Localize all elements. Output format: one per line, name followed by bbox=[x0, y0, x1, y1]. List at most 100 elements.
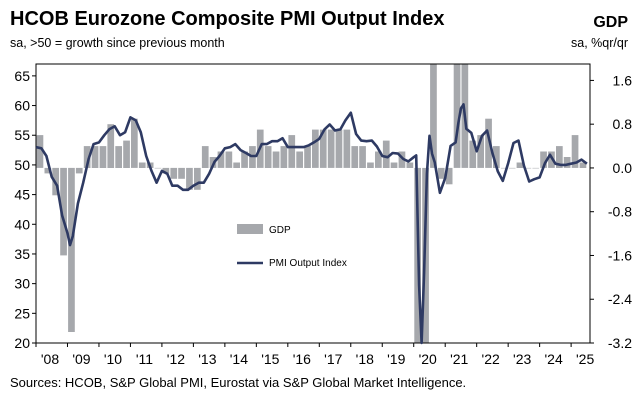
x-axis-tick-label: '16 bbox=[293, 351, 311, 367]
gdp-bar bbox=[91, 146, 99, 168]
gdp-bar bbox=[477, 135, 484, 168]
left-axis-tick-label: 25 bbox=[14, 305, 30, 321]
left-axis-tick-label: 40 bbox=[14, 216, 30, 232]
gdp-bar bbox=[138, 162, 146, 168]
gdp-bar bbox=[398, 151, 406, 168]
gdp-bar bbox=[178, 167, 185, 179]
gdp-bar bbox=[170, 167, 178, 179]
gdp-bar bbox=[99, 146, 107, 168]
left-axis-tick-label: 35 bbox=[14, 246, 30, 262]
right-axis-title: GDP bbox=[593, 14, 628, 31]
gdp-bar bbox=[154, 167, 162, 169]
x-axis-tick-label: '20 bbox=[419, 351, 437, 367]
source-note: Sources: HCOB, S&P Global PMI, Eurostat … bbox=[10, 375, 467, 390]
gdp-bar bbox=[516, 162, 524, 168]
gdp-bar bbox=[233, 162, 240, 168]
gdp-bar bbox=[280, 146, 288, 168]
left-axis-tick-label: 30 bbox=[14, 276, 30, 292]
chart-subtitle: sa, >50 = growth since previous month bbox=[10, 36, 225, 50]
x-axis-tick-label: '18 bbox=[356, 351, 374, 367]
gdp-bar bbox=[68, 167, 75, 332]
x-axis-tick-label: '09 bbox=[72, 351, 90, 367]
right-axis-tick-label: -1.6 bbox=[608, 247, 632, 263]
x-axis-tick-label: '10 bbox=[104, 351, 122, 367]
gdp-bar bbox=[579, 162, 587, 168]
right-axis-tick-label: 0.0 bbox=[613, 160, 633, 176]
left-axis-tick-label: 50 bbox=[14, 157, 30, 173]
gdp-bar bbox=[382, 140, 390, 168]
gdp-bar bbox=[406, 162, 414, 168]
left-axis-tick-label: 55 bbox=[14, 127, 30, 143]
gdp-bar bbox=[296, 151, 303, 168]
gdp-bar bbox=[36, 135, 44, 168]
x-axis-tick-label: '11 bbox=[136, 351, 153, 367]
gdp-bar bbox=[241, 151, 248, 168]
gdp-bar bbox=[453, 64, 461, 168]
left-axis-tick-label: 20 bbox=[14, 335, 30, 351]
gdp-bar bbox=[60, 167, 67, 256]
gdp-bar bbox=[217, 151, 225, 168]
x-axis-tick-label: '13 bbox=[198, 351, 216, 367]
gdp-bar bbox=[225, 151, 233, 168]
gdp-bar bbox=[115, 146, 122, 168]
x-axis-tick-label: '12 bbox=[167, 351, 185, 367]
gdp-bar bbox=[437, 167, 445, 179]
gdp-bar bbox=[500, 167, 508, 169]
left-axis-tick-label: 45 bbox=[14, 187, 30, 203]
x-axis-tick-label: '21 bbox=[450, 351, 468, 367]
x-axis-tick-label: '14 bbox=[230, 351, 248, 367]
pmi-line bbox=[35, 103, 588, 345]
gdp-bar bbox=[201, 146, 209, 168]
x-axis-tick-label: '22 bbox=[482, 351, 500, 367]
gdp-bar bbox=[524, 167, 532, 169]
x-axis-tick-label: '19 bbox=[387, 351, 405, 367]
x-axis-tick-label: '25 bbox=[576, 351, 594, 367]
gdp-bar bbox=[319, 129, 327, 168]
right-axis-tick-label: -3.2 bbox=[608, 335, 632, 351]
gdp-bar bbox=[162, 167, 170, 174]
x-axis-tick-label: '15 bbox=[261, 351, 279, 367]
gdp-bar bbox=[571, 135, 579, 168]
right-axis-tick-label: -0.8 bbox=[608, 204, 632, 220]
right-axis-subtitle: sa, %qr/qr bbox=[571, 36, 628, 50]
gdp-bar bbox=[485, 118, 492, 168]
gdp-bar bbox=[359, 146, 366, 168]
gdp-bar bbox=[288, 135, 296, 168]
plot-frame bbox=[35, 63, 591, 344]
gdp-bar bbox=[343, 129, 351, 168]
gdp-bar bbox=[75, 167, 83, 174]
x-axis-tick-label: '08 bbox=[41, 351, 59, 367]
x-axis-tick-label: '17 bbox=[324, 351, 342, 367]
gdp-bar bbox=[83, 146, 91, 168]
gdp-bar bbox=[375, 151, 382, 168]
gdp-bar bbox=[186, 167, 193, 190]
gdp-bar bbox=[540, 151, 547, 168]
left-axis-tick-label: 65 bbox=[14, 68, 30, 84]
gdp-bar bbox=[532, 167, 540, 169]
gdp-bar bbox=[335, 129, 343, 168]
gdp-bar bbox=[194, 167, 201, 190]
gdp-bar bbox=[430, 64, 437, 168]
gdp-bar bbox=[107, 124, 115, 168]
gdp-bar bbox=[445, 167, 453, 185]
legend-gdp-swatch bbox=[237, 224, 263, 234]
gdp-bar bbox=[563, 157, 571, 168]
right-axis-tick-label: 0.8 bbox=[613, 116, 633, 132]
right-axis-tick-label: 1.6 bbox=[613, 72, 633, 88]
gdp-bar bbox=[556, 146, 563, 168]
gdp-bar bbox=[131, 118, 138, 168]
gdp-bar bbox=[44, 167, 52, 174]
gdp-bar bbox=[390, 162, 398, 168]
gdp-bar bbox=[548, 151, 555, 168]
gdp-bar bbox=[351, 146, 359, 168]
legend-gdp-label: GDP bbox=[269, 225, 291, 236]
gdp-bar bbox=[123, 140, 130, 168]
legend-pmi-label: PMI Output Index bbox=[269, 258, 347, 269]
gdp-bar bbox=[327, 129, 335, 168]
gdp-bar bbox=[312, 129, 319, 168]
gdp-bar bbox=[508, 167, 516, 169]
gdp-bar bbox=[367, 162, 374, 168]
x-axis-tick-label: '24 bbox=[545, 351, 563, 367]
x-axis-tick-label: '23 bbox=[513, 351, 531, 367]
